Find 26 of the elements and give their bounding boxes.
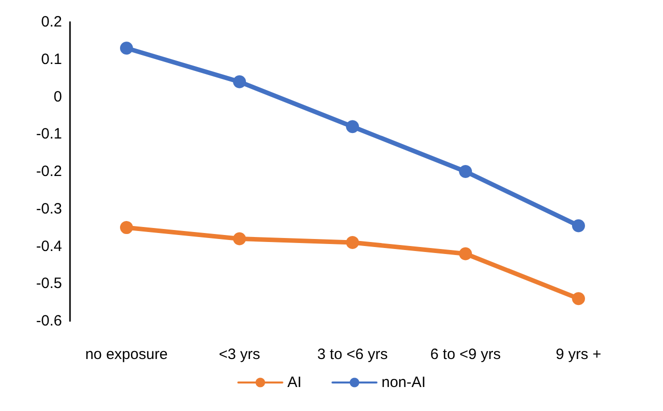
y-tick-label: 0.2 (41, 14, 62, 30)
point (120, 221, 133, 234)
x-tick-label: no exposure (85, 346, 168, 363)
point (459, 247, 472, 260)
y-tick-label: -0.1 (36, 126, 62, 143)
point (346, 120, 359, 134)
y-tick-label: -0.4 (36, 238, 62, 255)
x-tick-label: <3 yrs (218, 346, 260, 363)
point (572, 292, 585, 306)
y-tick-label: -0.5 (36, 275, 62, 292)
point (120, 42, 133, 55)
point (233, 232, 246, 246)
y-tick-label: -0.2 (36, 163, 62, 180)
x-tick-label: 6 to <9 yrs (430, 346, 501, 363)
y-tick-label: 0.1 (41, 50, 62, 68)
y-tick-label: -0.6 (36, 312, 62, 330)
point (572, 219, 585, 232)
x-tick-label: 3 to <6 yrs (317, 346, 388, 363)
x-tick-label: 9 yrs + (556, 346, 602, 363)
y-tick-label: -0.3 (36, 200, 62, 218)
point (346, 236, 359, 250)
point (459, 165, 472, 178)
y-tick-label: 0 (54, 88, 62, 106)
legend-label: AI (287, 374, 302, 391)
point (233, 75, 246, 88)
legend-label: non-AI (381, 374, 426, 391)
